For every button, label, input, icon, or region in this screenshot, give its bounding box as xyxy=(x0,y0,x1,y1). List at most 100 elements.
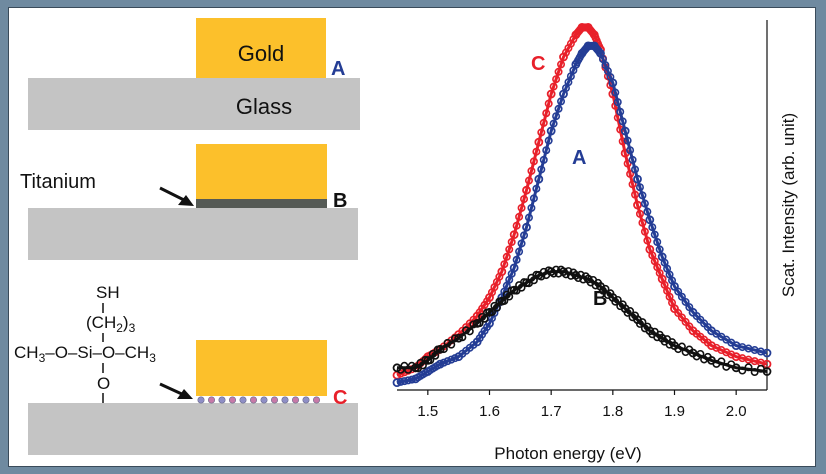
x-tick-label: 1.9 xyxy=(664,403,685,420)
data-marker xyxy=(640,227,649,236)
data-marker xyxy=(512,221,521,230)
data-marker xyxy=(727,360,736,369)
silane-molecule: SH (CH2)3 CH3–O–Si–O–CH3 O xyxy=(14,283,156,403)
data-marker xyxy=(618,117,627,126)
data-marker xyxy=(643,236,652,245)
series-c xyxy=(392,22,772,380)
data-marker xyxy=(668,338,677,347)
data-marker xyxy=(703,352,712,361)
data-marker xyxy=(462,326,471,335)
molecule-dot xyxy=(291,396,299,404)
data-marker xyxy=(507,269,516,278)
data-marker xyxy=(648,223,657,232)
x-tick-label: 1.7 xyxy=(541,403,562,420)
data-marker xyxy=(685,345,694,354)
data-marker xyxy=(696,349,705,358)
data-marker xyxy=(400,377,409,386)
data-marker xyxy=(703,338,712,347)
data-marker xyxy=(674,287,683,296)
data-marker xyxy=(447,355,456,364)
data-marker xyxy=(681,297,690,306)
data-marker xyxy=(738,366,747,375)
data-marker xyxy=(507,238,516,247)
data-marker xyxy=(507,286,516,295)
data-marker xyxy=(756,347,765,356)
data-marker xyxy=(552,112,561,121)
data-marker xyxy=(727,350,736,359)
molecule-dot xyxy=(197,396,205,404)
x-tick-label: 2.0 xyxy=(726,403,747,420)
data-marker xyxy=(643,322,652,331)
data-point xyxy=(645,215,655,225)
propyl-chain: (CH2)3 xyxy=(86,313,136,335)
annotation-b: B xyxy=(593,288,607,310)
data-marker xyxy=(606,72,615,81)
data-marker xyxy=(542,146,551,155)
data-marker xyxy=(653,238,662,247)
molecule-dot xyxy=(208,396,216,404)
data-marker xyxy=(618,137,627,146)
data-marker xyxy=(703,323,712,332)
data-marker xyxy=(542,109,551,118)
data-marker xyxy=(529,194,538,203)
data-marker xyxy=(655,245,664,254)
data-marker xyxy=(623,159,632,168)
data-marker xyxy=(552,75,561,84)
data-marker xyxy=(668,298,677,307)
data-point xyxy=(509,230,519,240)
molecule-dot xyxy=(270,396,278,404)
data-marker xyxy=(421,355,430,364)
x-tick-label: 1.5 xyxy=(417,403,438,420)
data-marker xyxy=(549,82,558,91)
data-marker xyxy=(450,354,459,363)
data-marker xyxy=(677,292,686,301)
data-marker xyxy=(469,340,478,349)
data-marker xyxy=(500,260,509,269)
data-marker xyxy=(587,27,596,36)
data-point xyxy=(620,126,630,136)
data-marker xyxy=(495,297,504,306)
molecule-dot xyxy=(302,396,310,404)
series-a xyxy=(392,41,772,388)
x-tick-label: 1.6 xyxy=(479,403,500,420)
schematic-b: Titanium B xyxy=(20,144,358,260)
data-marker xyxy=(439,345,448,354)
data-marker xyxy=(655,330,664,339)
data-marker xyxy=(618,300,627,309)
glass-substrate-c xyxy=(28,403,358,455)
data-marker xyxy=(685,303,694,312)
data-marker xyxy=(515,247,524,256)
data-marker xyxy=(537,128,546,137)
data-marker xyxy=(638,218,647,227)
data-marker xyxy=(750,368,759,377)
data-marker xyxy=(727,338,736,347)
data-marker xyxy=(527,203,536,212)
data-marker xyxy=(569,268,578,277)
data-marker xyxy=(635,183,644,192)
data-marker xyxy=(628,180,637,189)
data-marker xyxy=(677,342,686,351)
data-marker xyxy=(595,47,604,56)
data-marker xyxy=(611,88,620,97)
annotation-c: C xyxy=(531,53,545,75)
data-point xyxy=(633,200,642,210)
data-marker xyxy=(517,203,526,212)
data-marker xyxy=(483,297,492,306)
gold-block-c xyxy=(196,340,327,396)
data-point xyxy=(497,296,507,306)
data-marker xyxy=(613,98,622,107)
data-marker xyxy=(544,136,553,145)
data-marker xyxy=(515,212,524,221)
data-marker xyxy=(396,369,405,378)
data-marker xyxy=(539,155,548,164)
oxygen-bridge: O xyxy=(97,374,110,393)
titanium-arrow xyxy=(159,186,194,206)
schematic-a: Gold Glass A xyxy=(28,18,360,130)
methoxy-silane: CH3–O–Si–O–CH3 xyxy=(14,343,156,365)
data-marker xyxy=(668,276,677,285)
data-marker xyxy=(581,272,590,281)
x-ticks: 1.5 1.6 1.7 1.8 1.9 2.0 xyxy=(417,390,747,420)
data-marker xyxy=(450,334,459,343)
data-marker xyxy=(756,364,765,373)
